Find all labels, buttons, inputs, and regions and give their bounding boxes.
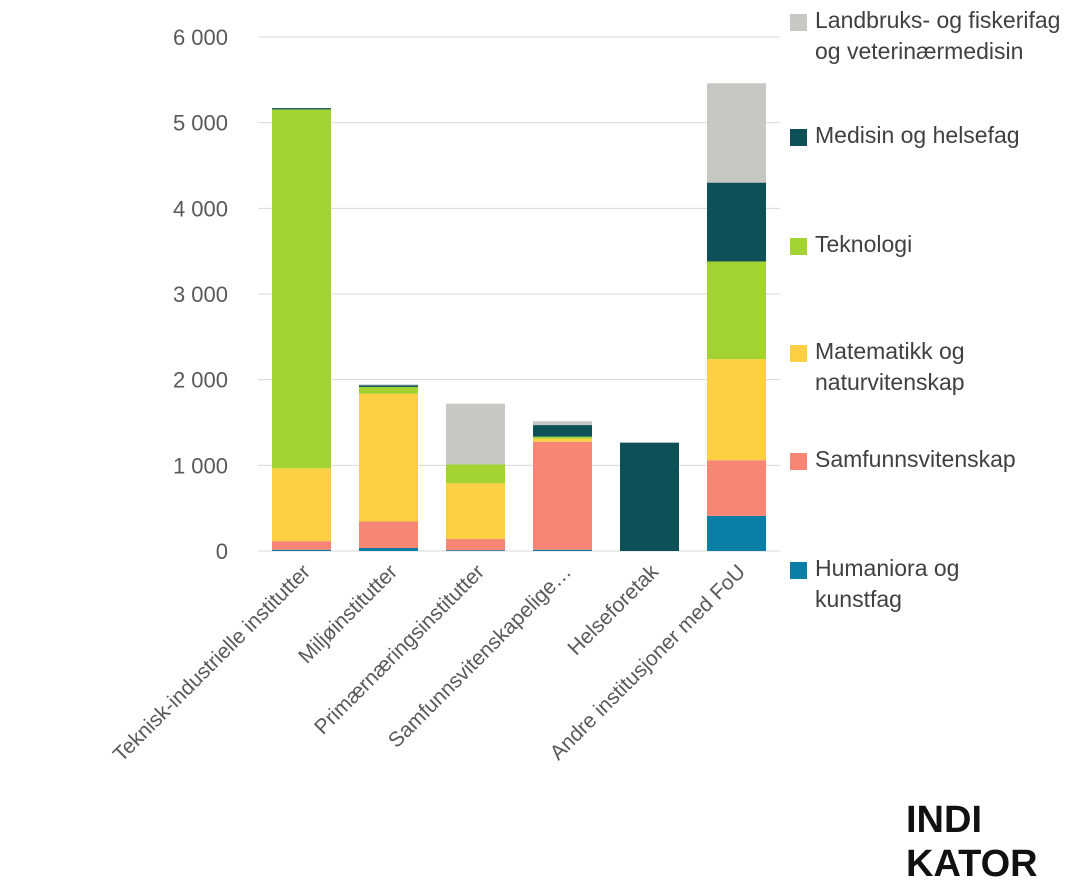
bar-segment — [359, 384, 418, 386]
bar-segment — [272, 109, 331, 469]
x-tick-label: Teknisk-industrielle institutter — [109, 560, 315, 766]
bar-segment — [446, 483, 505, 540]
legend: Landbruks- og fiskerifag og veterinærmed… — [790, 0, 1071, 660]
legend-swatch-matematikk — [790, 345, 807, 362]
bar-segment — [533, 425, 592, 437]
bar-segment — [359, 393, 418, 522]
y-axis: 0 1 000 2 000 3 000 4 000 5 000 6 000 — [173, 25, 228, 564]
legend-label-landbruk: Landbruks- og fiskerifag og veterinærmed… — [815, 7, 1061, 64]
legend-label-matematikk: Matematikk og naturvitenskap — [815, 338, 965, 395]
legend-swatch-medisin — [790, 129, 807, 146]
bar-segment — [707, 83, 766, 183]
legend-swatch-landbruk — [790, 14, 807, 31]
legend-item-medisin: Medisin og helsefag — [790, 120, 1065, 151]
bar-segment — [707, 182, 766, 262]
bar-segment — [533, 441, 592, 550]
gridlines — [258, 36, 780, 552]
brand-line-2: KATOR — [906, 843, 1038, 885]
bar-segment — [272, 108, 331, 110]
brand-line-1: INDI — [906, 799, 982, 841]
y-tick-label: 5 000 — [173, 111, 228, 136]
bar-segment — [446, 539, 505, 551]
bars — [272, 83, 766, 551]
x-axis: Teknisk-industrielle institutterMiljøins… — [109, 560, 750, 766]
bar-segment — [359, 548, 418, 551]
bar-segment — [272, 468, 331, 542]
legend-label-humaniora: Humaniora og kunstfag — [815, 555, 960, 612]
bar-segment — [533, 549, 592, 551]
y-tick-label: 4 000 — [173, 196, 228, 221]
bar-segment — [446, 550, 505, 551]
bar-segment — [359, 521, 418, 549]
bar-segment — [620, 442, 679, 551]
bar-segment — [533, 421, 592, 426]
bar-segment — [272, 541, 331, 550]
y-tick-label: 0 — [216, 539, 228, 564]
legend-label-medisin: Medisin og helsefag — [815, 122, 1020, 148]
bar-segment — [533, 436, 592, 439]
x-tick-label: Samfunnsvitenskapelige… — [384, 560, 576, 752]
bar-segment — [359, 386, 418, 394]
y-tick-label: 3 000 — [173, 282, 228, 307]
legend-item-samfunn: Samfunnsvitenskap — [790, 444, 1065, 475]
bar-segment — [359, 385, 418, 387]
legend-item-landbruk: Landbruks- og fiskerifag og veterinærmed… — [790, 5, 1065, 67]
legend-swatch-humaniora — [790, 562, 807, 579]
legend-item-teknologi: Teknologi — [790, 229, 1065, 260]
bar-segment — [272, 549, 331, 551]
stacked-bar-chart: 0 1 000 2 000 3 000 4 000 5 000 6 000 Teknisk-… — [109, 25, 780, 766]
bar-segment — [533, 438, 592, 442]
legend-item-humaniora: Humaniora og kunstfag — [790, 553, 1005, 615]
legend-item-matematikk: Matematikk og naturvitenskap — [790, 336, 1015, 398]
brand-logo-text: INDI KATOR — [906, 798, 1038, 886]
bar-segment — [446, 403, 505, 465]
legend-swatch-teknologi — [790, 238, 807, 255]
bar-segment — [707, 359, 766, 461]
bar-segment — [446, 464, 505, 484]
bar-segment — [707, 515, 766, 551]
legend-label-samfunn: Samfunnsvitenskap — [815, 446, 1016, 472]
bar-segment — [707, 460, 766, 516]
bar-segment — [707, 261, 766, 360]
y-tick-label: 2 000 — [173, 368, 228, 393]
y-tick-label: 6 000 — [173, 25, 228, 50]
y-tick-label: 1 000 — [173, 453, 228, 478]
legend-label-teknologi: Teknologi — [815, 231, 913, 257]
legend-swatch-samfunn — [790, 453, 807, 470]
x-tick-label: Primærnæringsinstitutter — [310, 560, 489, 739]
